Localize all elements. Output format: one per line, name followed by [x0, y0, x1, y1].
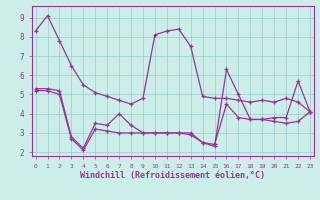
X-axis label: Windchill (Refroidissement éolien,°C): Windchill (Refroidissement éolien,°C) — [80, 171, 265, 180]
